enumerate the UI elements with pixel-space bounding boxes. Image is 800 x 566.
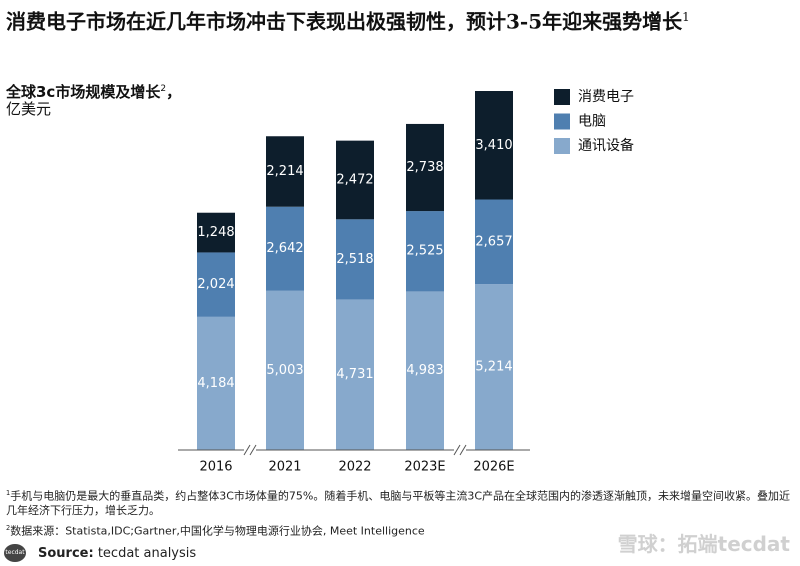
- x-tick-label: 2021: [268, 460, 301, 475]
- source-text: tecdat analysis: [97, 546, 197, 561]
- bar-segment: [336, 299, 374, 450]
- axis-break-gap: [454, 446, 466, 454]
- legend-label: 消费电子: [578, 89, 634, 105]
- axis-break: [453, 444, 461, 456]
- title-footnote-marker: 1: [682, 10, 690, 24]
- value-label: 1,248: [197, 225, 234, 240]
- bar-segment: [197, 316, 235, 450]
- watermark: 雪球：拓端tecdat: [617, 532, 790, 556]
- bar-segment: [475, 199, 513, 285]
- value-label: 4,184: [197, 376, 234, 391]
- unit: 亿美元: [6, 100, 52, 118]
- footnote: 1手机与电脑仍是最大的垂直品类，约占整体3C市场体量的75%。随着手机、电脑与平…: [6, 486, 794, 518]
- footnote-text: 手机与电脑仍是最大的垂直品类，约占整体3C市场体量的75%。随着手机、电脑与平板…: [6, 489, 791, 517]
- value-label: 2,642: [266, 241, 303, 256]
- value-label: 2,657: [475, 234, 512, 249]
- subtitle-punct: ，: [166, 83, 182, 101]
- axis-break: [243, 444, 251, 456]
- value-label: 4,983: [406, 363, 443, 378]
- value-label: 3,410: [475, 138, 512, 153]
- value-label: 5,003: [266, 363, 303, 378]
- legend-swatch: [554, 138, 570, 154]
- value-label: 2,214: [266, 164, 303, 179]
- axis-break: [249, 444, 257, 456]
- footnote: 2数据来源：Statista,IDC;Gartner,中国化学与物理电源行业协会…: [6, 521, 794, 539]
- x-tick-label: 2022: [338, 460, 371, 475]
- value-label: 2,024: [197, 277, 234, 292]
- bar-segment: [336, 140, 374, 220]
- x-tick-label: 2016: [199, 460, 232, 475]
- source: Source: tecdat analysis: [38, 546, 196, 561]
- chart-title: 消费电子市场在近几年市场冲击下表现出极强韧性，预计3-5年迎来强势增长1: [6, 4, 791, 35]
- value-label: 2,738: [406, 160, 443, 175]
- subtitle-footnote-marker: 2: [160, 84, 167, 94]
- value-label: 4,731: [336, 367, 373, 382]
- bar-segment: [197, 252, 235, 317]
- logo: tecdat: [4, 544, 26, 562]
- bar-segment: [406, 211, 444, 292]
- subtitle-text: 全球3c市场规模及增长: [6, 83, 161, 101]
- axis-break: [459, 444, 467, 456]
- value-label: 2,518: [336, 252, 373, 267]
- bar-segment: [197, 212, 235, 253]
- bar-segment: [266, 290, 304, 450]
- legend-swatch: [554, 89, 570, 105]
- x-tick-label: 2023E: [404, 460, 445, 475]
- value-label: 5,214: [475, 360, 512, 375]
- axis-break-gap: [244, 446, 256, 454]
- bar-segment: [336, 219, 374, 300]
- legend-label: 通讯设备: [578, 137, 634, 154]
- x-tick-label: 2026E: [473, 460, 514, 475]
- bar-segment: [475, 284, 513, 450]
- value-label: 2,472: [336, 172, 373, 187]
- bar-segment: [266, 136, 304, 207]
- title-text: 消费电子市场在近几年市场冲击下表现出极强韧性，预计3-5年迎来强势增长: [6, 9, 683, 34]
- source-label: Source:: [38, 546, 94, 561]
- bar-segment: [406, 123, 444, 212]
- bar-segment: [475, 91, 513, 200]
- value-label: 2,525: [406, 244, 443, 259]
- bar-segment: [406, 291, 444, 450]
- legend-swatch: [554, 113, 570, 130]
- legend-label: 电脑: [578, 114, 606, 130]
- footnote-marker: 2: [6, 523, 11, 532]
- footnotes: 1手机与电脑仍是最大的垂直品类，约占整体3C市场体量的75%。随着手机、电脑与平…: [6, 486, 794, 541]
- bar-segment: [266, 206, 304, 291]
- footnote-text: 数据来源：Statista,IDC;Gartner,中国化学与物理电源行业协会,…: [10, 524, 425, 538]
- footnote-marker: 1: [6, 489, 11, 497]
- subtitle: 全球3c市场规模及增长2，: [6, 80, 181, 102]
